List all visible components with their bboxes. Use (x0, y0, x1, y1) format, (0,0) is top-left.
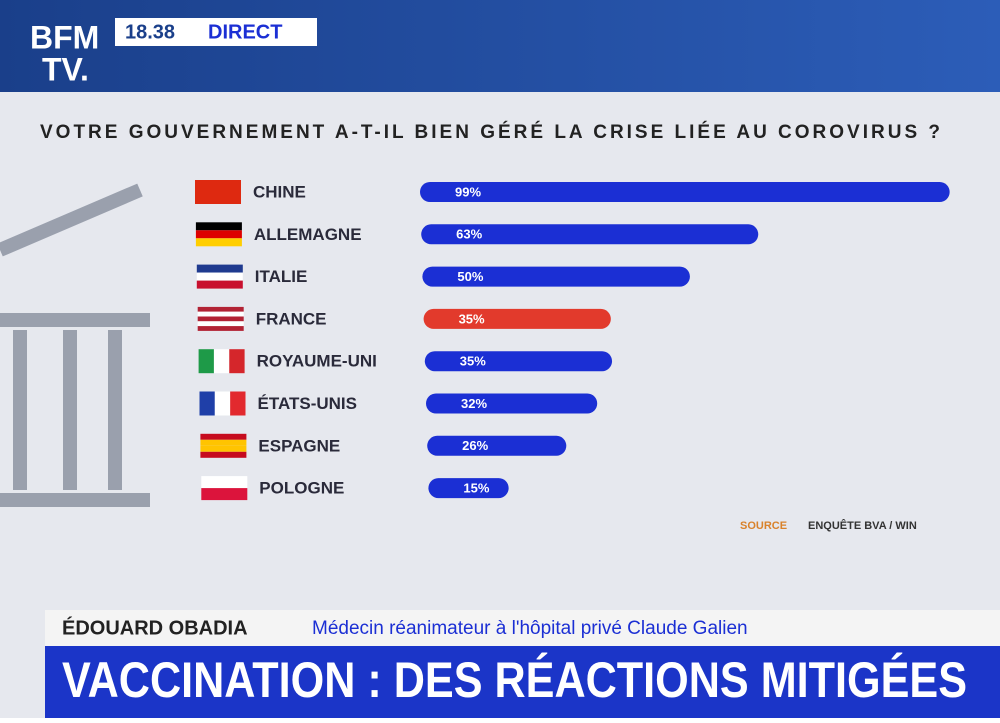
bar (428, 478, 509, 499)
headline-band (45, 646, 1000, 718)
value-label: 63% (456, 227, 482, 242)
category-label: POLOGNE (259, 479, 344, 498)
logo: TV. (42, 51, 89, 87)
logo: BFM (30, 19, 99, 55)
value-label: 32% (461, 396, 487, 411)
flag (198, 349, 214, 374)
flag (195, 230, 242, 239)
flag (214, 391, 231, 416)
flag (199, 391, 215, 416)
bar (423, 308, 611, 329)
plot: CHINE 99% ALLEMAGNE 63% ITALIE 50% FRANCE 35% RO… (195, 180, 950, 501)
category-label: ESPAGNE (258, 436, 340, 455)
bar (426, 393, 598, 414)
category-label: CHINE (253, 182, 306, 201)
value-label: 99% (455, 184, 481, 199)
speaker-role: Médecin réanimateur à l'hôpital privé Cl… (312, 618, 748, 639)
source: ENQUÊTE BVA / WIN (808, 519, 917, 532)
headline: VACCINATION : DES RÉACTIONS MITIGÉES (62, 652, 967, 708)
flag (200, 439, 247, 446)
value-label: 50% (457, 269, 483, 284)
flag (197, 306, 244, 312)
building-icon (0, 183, 150, 507)
flag (200, 445, 247, 452)
flag (201, 488, 248, 501)
bar (427, 435, 567, 456)
bar (420, 182, 950, 202)
source-label: SOURCE (740, 520, 787, 532)
bar (421, 224, 759, 245)
flag (230, 391, 246, 416)
category-label: ROYAUME-UNI (257, 352, 377, 371)
category-label: ÉTATS-UNIS (258, 394, 357, 413)
live-box (115, 18, 317, 46)
flag (195, 180, 241, 204)
time: 18.38 (125, 21, 175, 43)
category-label: ALLEMAGNE (254, 225, 362, 244)
name-strip (45, 610, 1000, 646)
flag (195, 222, 242, 231)
flag (200, 451, 247, 458)
category-label: ITALIE (255, 267, 308, 286)
speaker-name: ÉDOUARD OBADIA (62, 616, 248, 639)
flag (196, 264, 243, 273)
value-label: 35% (460, 354, 486, 369)
flag (201, 476, 248, 489)
bar (422, 266, 690, 287)
flag (195, 238, 242, 247)
flag (197, 311, 244, 317)
flag (197, 321, 244, 327)
value-label: 26% (462, 438, 488, 453)
flag (229, 349, 245, 374)
flag (213, 349, 230, 374)
bar (424, 351, 613, 372)
flag (197, 316, 244, 322)
flag (196, 280, 243, 289)
chart-title: VOTRE GOUVERNEMENT A-T-IL BIEN GÉRÉ LA C… (40, 121, 940, 143)
flag (197, 326, 244, 331)
flag (196, 272, 243, 281)
live: DIRECT (208, 21, 282, 43)
value-label: 15% (463, 481, 489, 496)
flag (200, 433, 247, 440)
category-label: FRANCE (256, 309, 327, 328)
value-label: 35% (459, 311, 485, 326)
